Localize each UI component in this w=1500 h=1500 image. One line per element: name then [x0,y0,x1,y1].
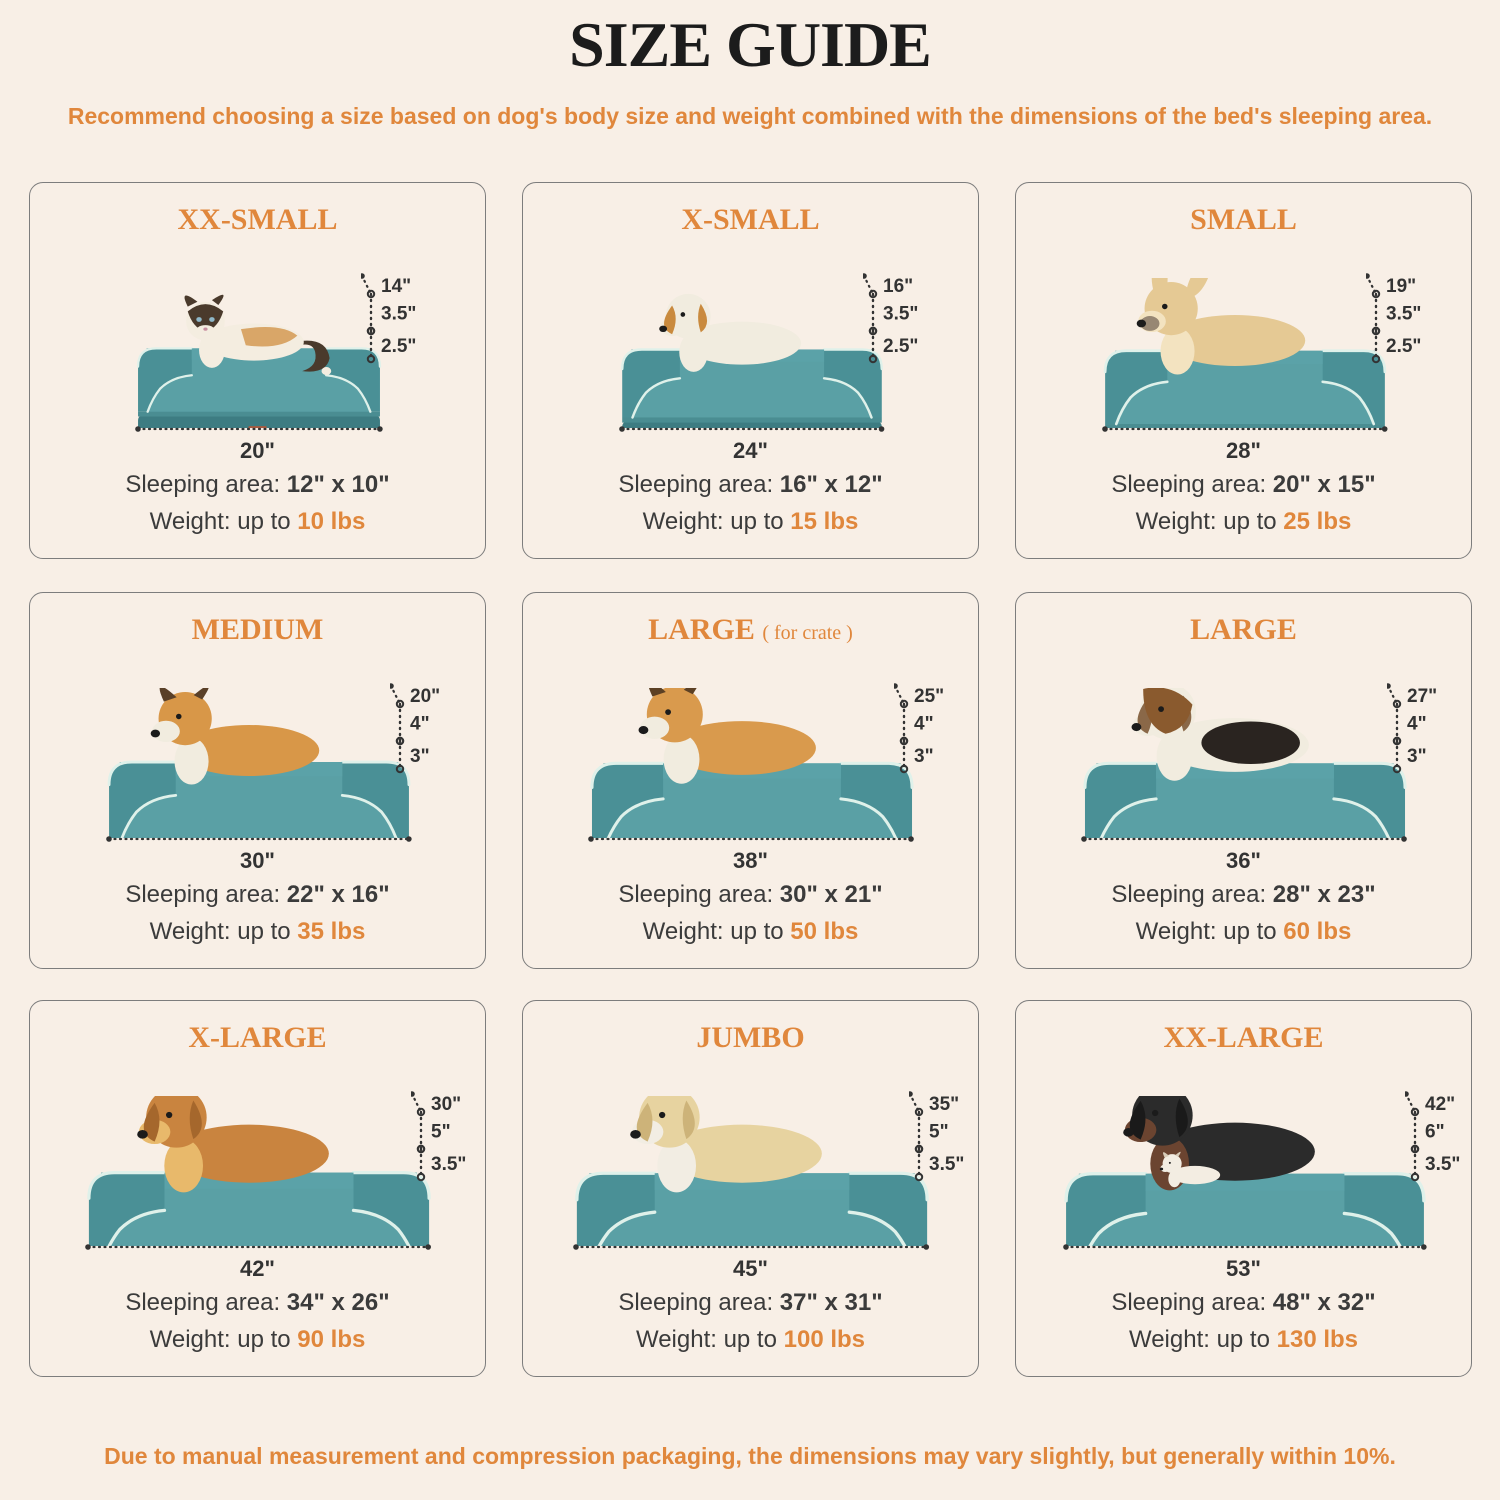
svg-text:5": 5" [431,1122,451,1143]
svg-text:4": 4" [410,714,430,735]
svg-text:30": 30" [431,1094,461,1115]
svg-text:2.5": 2.5" [883,336,918,357]
svg-text:2.5": 2.5" [1386,336,1421,357]
svg-text:3.5": 3.5" [381,304,416,325]
svg-text:19": 19" [1386,276,1416,297]
svg-text:3.5": 3.5" [431,1154,466,1175]
svg-text:35": 35" [929,1094,959,1115]
svg-text:25": 25" [914,686,944,707]
svg-text:5": 5" [929,1122,949,1143]
svg-text:16": 16" [883,276,913,297]
svg-text:3.5": 3.5" [929,1154,964,1175]
svg-text:3": 3" [1407,746,1427,767]
svg-text:3.5": 3.5" [1425,1154,1460,1175]
svg-text:3": 3" [410,746,430,767]
svg-text:3.5": 3.5" [1386,304,1421,325]
svg-text:27": 27" [1407,686,1437,707]
svg-text:4": 4" [914,714,934,735]
svg-text:20": 20" [410,686,440,707]
svg-text:6": 6" [1425,1122,1445,1143]
svg-text:2.5": 2.5" [381,336,416,357]
svg-text:42": 42" [1425,1094,1455,1115]
svg-text:3.5": 3.5" [883,304,918,325]
svg-text:3": 3" [914,746,934,767]
svg-text:14": 14" [381,276,411,297]
svg-text:4": 4" [1407,714,1427,735]
